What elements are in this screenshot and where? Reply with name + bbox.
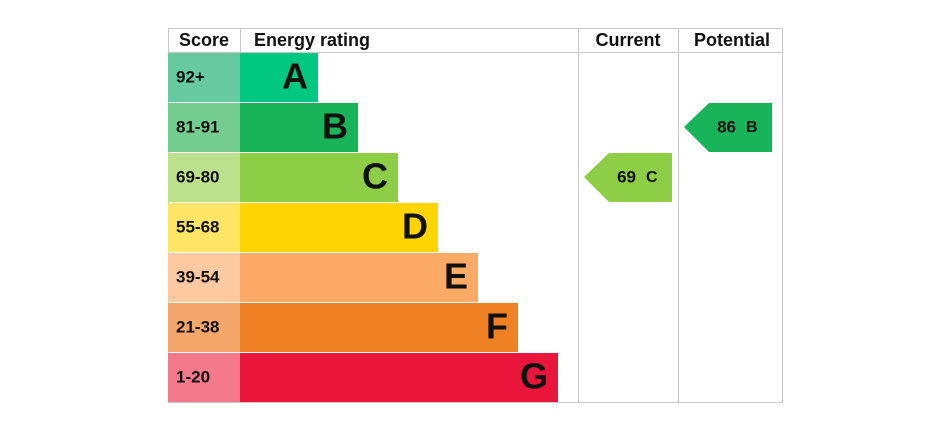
score-range: 55-68 <box>176 217 219 236</box>
band-bar <box>240 53 318 102</box>
score-cell <box>168 353 240 402</box>
score-range: 21-38 <box>176 317 219 336</box>
band-bar <box>240 203 438 252</box>
band-letter: F <box>486 306 508 347</box>
score-cell <box>168 253 240 302</box>
score-cell <box>168 203 240 252</box>
score-cell <box>168 303 240 352</box>
band-letter: C <box>362 156 388 197</box>
band-letter: B <box>322 106 348 147</box>
score-range: 69-80 <box>176 167 219 186</box>
band-letter: E <box>444 256 468 297</box>
band-bar <box>240 353 558 402</box>
band-bar <box>240 253 478 302</box>
score-range: 92+ <box>176 67 205 86</box>
header-current: Current <box>595 30 660 50</box>
band-bar <box>240 153 398 202</box>
header-potential: Potential <box>694 30 770 50</box>
score-range: 81-91 <box>176 117 219 136</box>
score-cell <box>168 153 240 202</box>
band-letter: D <box>402 206 428 247</box>
potential-score: 86 <box>717 117 736 136</box>
band-letter: A <box>282 56 308 97</box>
potential-arrow <box>684 103 772 152</box>
header-energy-rating: Energy rating <box>254 30 370 50</box>
potential-band: B <box>746 119 758 136</box>
band-bar <box>240 103 358 152</box>
current-score: 69 <box>617 167 636 186</box>
band-bar <box>240 303 518 352</box>
score-range: 39-54 <box>176 267 220 286</box>
header-score: Score <box>179 30 229 50</box>
band-letter: G <box>520 356 548 397</box>
current-arrow <box>584 153 672 202</box>
current-band: C <box>646 169 658 186</box>
score-range: 1-20 <box>176 367 210 386</box>
score-cell <box>168 53 240 102</box>
score-cell <box>168 103 240 152</box>
